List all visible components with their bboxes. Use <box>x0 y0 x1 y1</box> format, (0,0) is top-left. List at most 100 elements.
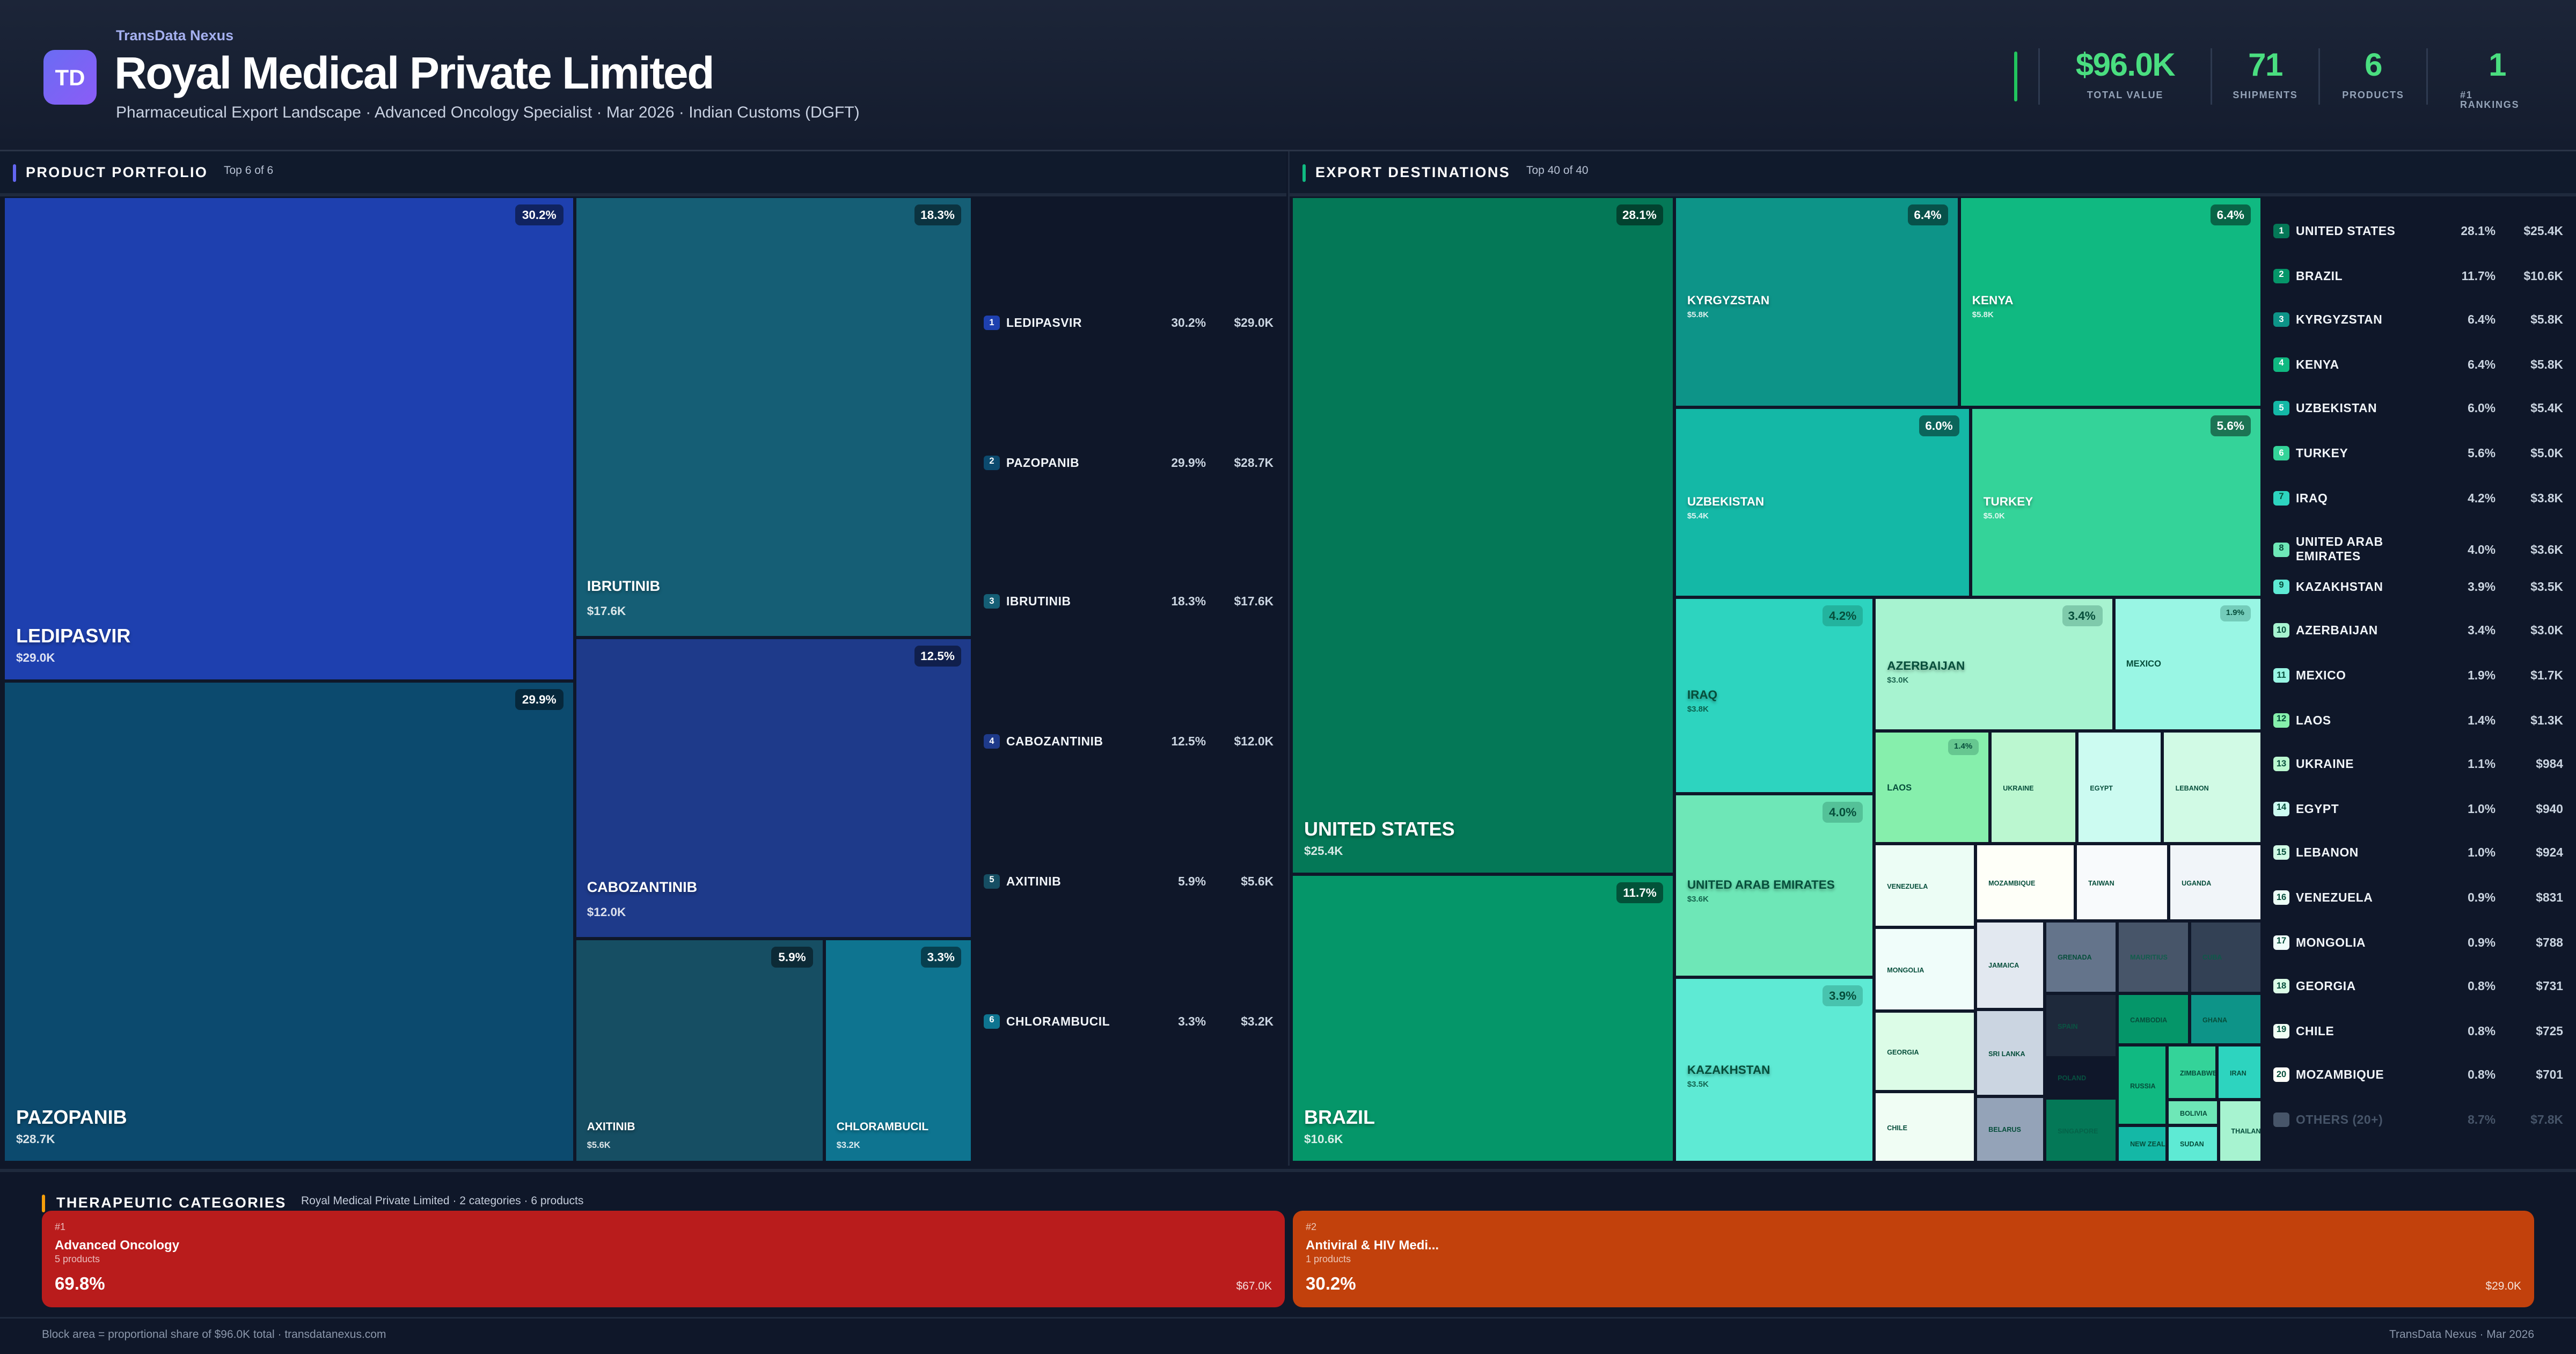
legend-row[interactable]: 3 IBRUTINIB 18.3% $17.6K <box>984 595 1274 610</box>
legend-name: KYRGYZSTAN <box>2296 312 2383 327</box>
legend-row[interactable]: 13 UKRAINE 1.1% $984 <box>2273 757 2563 772</box>
tile-mauritius[interactable]: MAURITIUS <box>2119 923 2188 992</box>
tile-laos[interactable]: 1.4% LAOS <box>1876 732 1989 842</box>
tile-brazil[interactable]: 11.7% BRAZIL $10.6K <box>1293 876 1673 1161</box>
tile-label: SUDAN <box>2180 1140 2204 1148</box>
category-card-oncology[interactable]: #1 Advanced Oncology 5 products 69.8% $6… <box>42 1211 1285 1307</box>
legend-row[interactable]: 20 MOZAMBIQUE 0.8% $701 <box>2273 1068 2563 1083</box>
tile-cambodia[interactable]: CAMBODIA <box>2119 995 2188 1043</box>
legend-row-others[interactable]: OTHERS (20+) 8.7% $7.8K <box>2273 1113 2563 1127</box>
legend-row[interactable]: 5 UZBEKISTAN 6.0% $5.4K <box>2273 401 2563 416</box>
legend-share: 4.2% <box>2468 490 2496 505</box>
tile-russia[interactable]: RUSSIA <box>2119 1046 2166 1124</box>
tile-united-arab-emirates[interactable]: 4.0% UNITED ARAB EMIRATES $3.6K <box>1675 795 1873 976</box>
tile-share-badge: 28.1% <box>1615 204 1663 225</box>
tile-uganda[interactable]: UGANDA <box>2170 845 2260 919</box>
tile-thailand[interactable]: THAILAND <box>2220 1101 2260 1161</box>
tile-singapore[interactable]: SINGAPORE <box>2046 1099 2116 1161</box>
tile-axitinib[interactable]: 5.9% AXITINIB $5.6K <box>575 940 822 1161</box>
legend-share: 0.8% <box>2468 1023 2496 1038</box>
legend-row[interactable]: 1 UNITED STATES 28.1% $25.4K <box>2273 224 2563 238</box>
tile-ibrutinib[interactable]: 18.3% IBRUTINIB $17.6K <box>575 198 971 636</box>
legend-row[interactable]: 16 VENEZUELA 0.9% $831 <box>2273 890 2563 905</box>
tile-zimbabwe[interactable]: ZIMBABWE <box>2169 1046 2215 1098</box>
tile-spain[interactable]: SPAIN <box>2046 995 2116 1057</box>
tile-mozambique[interactable]: MOZAMBIQUE <box>1977 845 2074 919</box>
tile-sri-lanka[interactable]: SRI LANKA <box>1977 1011 2044 1095</box>
legend-value: $3.5K <box>2530 579 2563 594</box>
legend-row[interactable]: 6 TURKEY 5.6% $5.0K <box>2273 446 2563 460</box>
legend-share: 11.7% <box>2461 268 2496 283</box>
tile-uzbekistan[interactable]: 6.0% UZBEKISTAN $5.4K <box>1675 408 1969 596</box>
tile-label: KYRGYZSTAN <box>1687 292 1770 308</box>
tile-belarus[interactable]: BELARUS <box>1977 1098 2044 1161</box>
legend-row[interactable]: 14 EGYPT 1.0% $940 <box>2273 801 2563 816</box>
tile-grenada[interactable]: GRENADA <box>2046 923 2116 992</box>
category-value: $29.0K <box>2485 1282 2521 1293</box>
tile-iran[interactable]: IRAN <box>2219 1046 2260 1098</box>
kpi-value: 1 <box>2489 48 2506 84</box>
tile-georgia[interactable]: GEORGIA <box>1876 1012 1974 1090</box>
legend-row[interactable]: 19 CHILE 0.8% $725 <box>2273 1023 2563 1038</box>
legend-row[interactable]: 8 UNITED ARAB EMIRATES 4.0% $3.6K <box>2273 535 2563 564</box>
legend-name: KAZAKHSTAN <box>2296 579 2383 594</box>
tile-new-zealand[interactable]: NEW ZEALAND <box>2119 1127 2166 1161</box>
legend-row[interactable]: 11 MEXICO 1.9% $1.7K <box>2273 668 2563 683</box>
tile-egypt[interactable]: EGYPT <box>2079 732 2161 842</box>
legend-row[interactable]: 2 PAZOPANIB 29.9% $28.7K <box>984 455 1274 470</box>
tile-share-badge: 12.5% <box>914 646 961 667</box>
tile-kazakhstan[interactable]: 3.9% KAZAKHSTAN $3.5K <box>1675 978 1873 1161</box>
legend-row[interactable]: 1 LEDIPASVIR 30.2% $29.0K <box>984 316 1274 330</box>
category-count: 1 products <box>1306 1256 1351 1265</box>
tile-mexico[interactable]: 1.9% MEXICO <box>2114 599 2260 729</box>
tile-kenya[interactable]: 6.4% KENYA $5.8K <box>1960 198 2260 406</box>
legend-row[interactable]: 5 AXITINIB 5.9% $5.6K <box>984 874 1274 889</box>
tile-bolivia[interactable]: BOLIVIA <box>2169 1101 2217 1124</box>
legend-row[interactable]: 4 KENYA 6.4% $5.8K <box>2273 357 2563 372</box>
tile-ukraine[interactable]: UKRAINE <box>1992 732 2076 842</box>
legend-value: $3.0K <box>2530 624 2563 639</box>
legend-row[interactable]: 12 LAOS 1.4% $1.3K <box>2273 712 2563 727</box>
tile-turkey[interactable]: 5.6% TURKEY $5.0K <box>1972 408 2260 596</box>
legend-row[interactable]: 2 BRAZIL 11.7% $10.6K <box>2273 268 2563 283</box>
legend-row[interactable]: 15 LEBANON 1.0% $924 <box>2273 846 2563 861</box>
tile-share-badge: 4.0% <box>1822 801 1863 823</box>
tile-cabozantinib[interactable]: 12.5% CABOZANTINIB $12.0K <box>575 639 971 937</box>
tile-iraq[interactable]: 4.2% IRAQ $3.8K <box>1675 599 1873 792</box>
legend-name: AXITINIB <box>1006 874 1062 889</box>
logo-badge: TD <box>43 50 97 105</box>
tile-poland[interactable]: POLAND <box>2046 1059 2116 1097</box>
legend-row[interactable]: 17 MONGOLIA 0.9% $788 <box>2273 934 2563 949</box>
tile-pazopanib[interactable]: 29.9% PAZOPANIB $28.7K <box>5 683 573 1161</box>
legend-row[interactable]: 18 GEORGIA 0.8% $731 <box>2273 979 2563 994</box>
tile-sudan[interactable]: SUDAN <box>2169 1127 2217 1161</box>
tile-venezuela[interactable]: VENEZUELA <box>1876 845 1974 926</box>
tile-lebanon[interactable]: LEBANON <box>2164 732 2260 842</box>
tile-azerbaijan[interactable]: 3.4% AZERBAIJAN $3.0K <box>1876 599 2112 729</box>
destination-panel-header: EXPORT DESTINATIONS Top 40 of 40 <box>1290 151 2576 196</box>
legend-row[interactable]: 3 KYRGYZSTAN 6.4% $5.8K <box>2273 312 2563 327</box>
legend-value: $1.3K <box>2530 712 2563 727</box>
rank-badge: 2 <box>2273 268 2289 283</box>
legend-row[interactable]: 10 AZERBAIJAN 3.4% $3.0K <box>2273 624 2563 639</box>
tile-cuba[interactable]: CUBA <box>2191 923 2260 992</box>
tile-ghana[interactable]: GHANA <box>2191 995 2260 1043</box>
tile-mongolia[interactable]: MONGOLIA <box>1876 929 1974 1010</box>
kpi-label: PRODUCTS <box>2342 92 2404 101</box>
legend-name: LAOS <box>2296 712 2331 727</box>
legend-value: $5.8K <box>2530 357 2563 372</box>
tile-jamaica[interactable]: JAMAICA <box>1977 923 2044 1008</box>
category-card-antiviral[interactable]: #2 Antiviral & HIV Medi... 1 products 30… <box>1293 1211 2534 1307</box>
legend-row[interactable]: 6 CHLORAMBUCIL 3.3% $3.2K <box>984 1013 1274 1028</box>
tile-kyrgyzstan[interactable]: 6.4% KYRGYZSTAN $5.8K <box>1675 198 1958 406</box>
legend-name: CABOZANTINIB <box>1006 734 1103 749</box>
tile-ledipasvir[interactable]: 30.2% LEDIPASVIR $29.0K <box>5 198 573 680</box>
legend-row[interactable]: 7 IRAQ 4.2% $3.8K <box>2273 490 2563 505</box>
legend-row[interactable]: 4 CABOZANTINIB 12.5% $12.0K <box>984 734 1274 749</box>
tile-chile[interactable]: CHILE <box>1876 1093 1974 1161</box>
tile-chlorambucil[interactable]: 3.3% CHLORAMBUCIL $3.2K <box>825 940 971 1161</box>
tile-taiwan[interactable]: TAIWAN <box>2077 845 2168 919</box>
tile-united-states[interactable]: 28.1% UNITED STATES $25.4K <box>1293 198 1673 873</box>
legend-row[interactable]: 9 KAZAKHSTAN 3.9% $3.5K <box>2273 579 2563 594</box>
tile-value: $12.0K <box>587 904 626 919</box>
